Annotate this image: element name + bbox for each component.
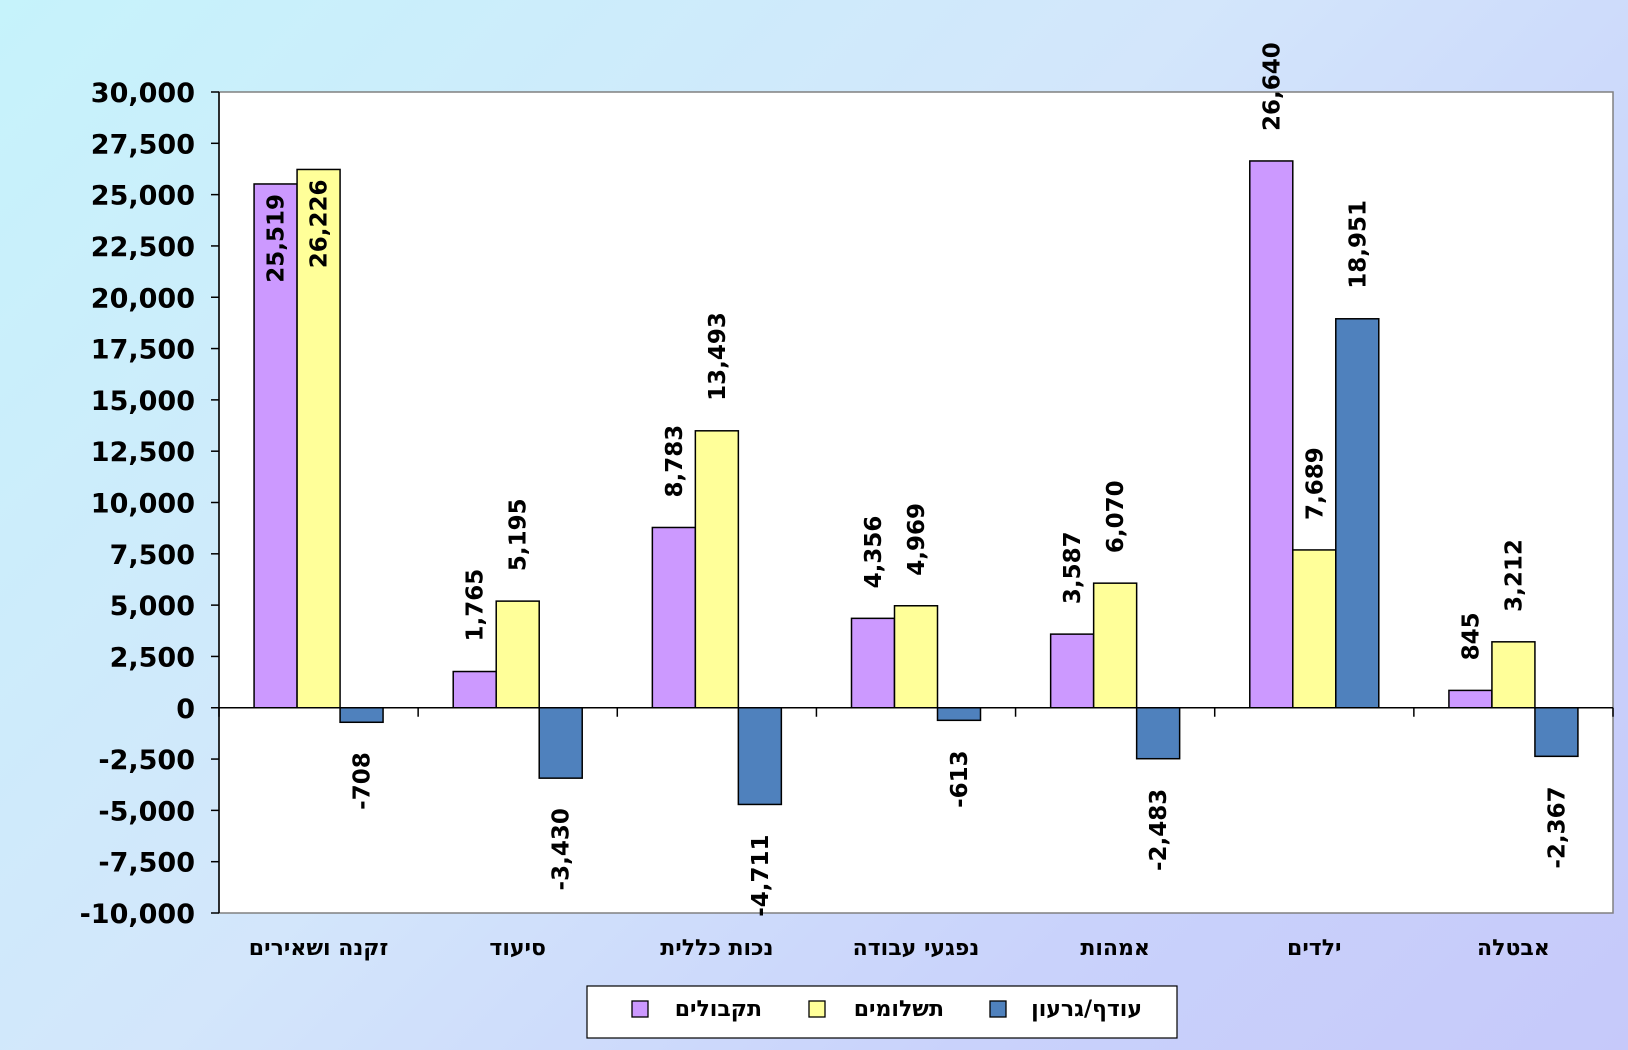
bar (1249, 160, 1294, 709)
bar (296, 168, 341, 709)
x-category-label: אבטלה (1477, 936, 1550, 961)
y-tick-label: 5,000 (110, 591, 195, 622)
bar-data-label: 7,689 (1302, 447, 1328, 520)
y-tick-label: 17,500 (91, 335, 195, 366)
bar (1092, 582, 1138, 709)
y-tick-label: 12,500 (91, 437, 195, 468)
bar (1448, 689, 1493, 709)
bar-data-label: 26,226 (307, 179, 333, 268)
legend-label: עודף/גרעון (1031, 997, 1142, 1022)
bar-data-label: 4,356 (861, 516, 887, 589)
bar-data-label: 13,493 (705, 312, 731, 401)
bar-data-label: -2,483 (1146, 789, 1172, 871)
bar-data-label: 5,195 (506, 498, 532, 571)
bar (893, 605, 939, 709)
bar-data-label: 8,783 (662, 425, 688, 498)
bar (1049, 633, 1095, 709)
bar-data-label: 1,765 (463, 569, 489, 642)
y-tick-label: 20,000 (91, 283, 195, 314)
y-tick-label: 15,000 (91, 386, 195, 417)
bar-data-label: -3,430 (549, 808, 575, 890)
bar (538, 707, 583, 779)
data-labels: 25,519 26,226 -708 1,765 5,195 -3,430 8,783 13,… (264, 42, 1571, 917)
y-tick-label: 30,000 (91, 78, 195, 109)
bar (651, 526, 697, 709)
y-tick-label: 10,000 (91, 489, 195, 520)
bar-data-label: 25,519 (264, 194, 290, 283)
y-tick-label: -7,500 (98, 848, 195, 879)
x-category-label: נכות כללית (660, 936, 773, 961)
bar (1534, 707, 1579, 758)
bar (1335, 318, 1380, 709)
legend-swatch (808, 1000, 826, 1018)
bar-data-label: -4,711 (748, 834, 774, 916)
y-tick-label: 27,500 (91, 129, 195, 160)
y-tick-label: 2,500 (110, 642, 195, 673)
bar-data-label: -613 (947, 750, 973, 808)
legend-swatch (631, 1000, 649, 1018)
bar-data-label: 3,587 (1060, 531, 1086, 604)
x-category-label: סיעוד (489, 936, 546, 961)
legend-swatch (989, 1000, 1007, 1018)
x-category-label: זקנה ושאירים (249, 936, 389, 961)
bar-data-label: -2,367 (1544, 786, 1570, 868)
legend-label: תקבולים (675, 997, 762, 1022)
bar (452, 670, 497, 709)
bar-data-label: 4,969 (904, 503, 930, 576)
x-axis: זקנה ושאירים סיעוד נכות כללית נפגעי עבודה אמ… (218, 707, 1614, 961)
bar-data-label: -708 (350, 752, 376, 810)
plot-area (218, 91, 1614, 914)
y-tick-label: 7,500 (110, 540, 195, 571)
bar-data-label: 18,951 (1345, 200, 1371, 289)
bar-data-label: 26,640 (1259, 42, 1285, 131)
bar (694, 430, 740, 709)
bar (1135, 707, 1181, 760)
legend: תקבולים תשלומים עודף/גרעון (586, 985, 1178, 1039)
bar (253, 183, 298, 709)
bar-data-label: 6,070 (1103, 480, 1129, 553)
bar-data-label: 845 (1458, 612, 1484, 660)
x-category-label: אמהות (1080, 936, 1150, 961)
y-tick-label: -10,000 (80, 899, 195, 930)
legend-box (586, 985, 1178, 1039)
bar (1491, 641, 1536, 709)
y-tick-label: 0 (176, 694, 195, 725)
bar (495, 600, 540, 709)
x-category-label: נפגעי עבודה (853, 936, 980, 961)
bar (1292, 549, 1337, 709)
bar-data-label: 3,212 (1501, 539, 1527, 612)
y-axis: 30,000 27,500 25,000 22,500 20,000 17,500 15,0… (80, 78, 220, 930)
legend-label: תשלומים (854, 997, 944, 1022)
bar (339, 707, 384, 724)
y-tick-label: 25,000 (91, 181, 195, 212)
y-tick-label: -5,000 (98, 796, 195, 827)
bars (253, 160, 1579, 806)
bar (850, 617, 896, 709)
bar (737, 707, 783, 806)
bar (936, 707, 982, 722)
y-tick-label: 22,500 (91, 232, 195, 263)
y-tick-label: -2,500 (98, 745, 195, 776)
x-category-label: ילדים (1287, 936, 1342, 961)
